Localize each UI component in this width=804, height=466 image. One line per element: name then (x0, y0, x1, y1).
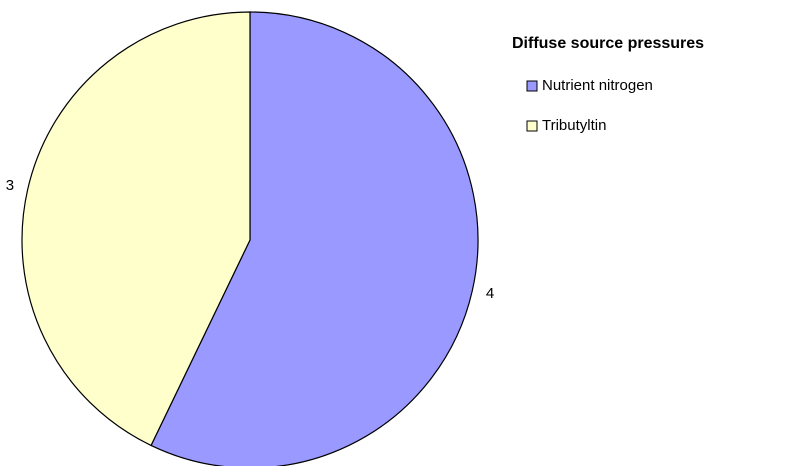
legend-title: Diffuse source pressures (512, 35, 704, 52)
legend-swatch (526, 80, 538, 92)
data-label: 3 (6, 177, 14, 194)
legend-label: Nutrient nitrogen (542, 77, 653, 94)
legend-label: Tributyltin (542, 117, 606, 134)
data-label: 4 (486, 285, 494, 302)
legend-swatch (526, 120, 538, 132)
pie-slice (21, 11, 251, 447)
pie-slice (150, 11, 479, 466)
